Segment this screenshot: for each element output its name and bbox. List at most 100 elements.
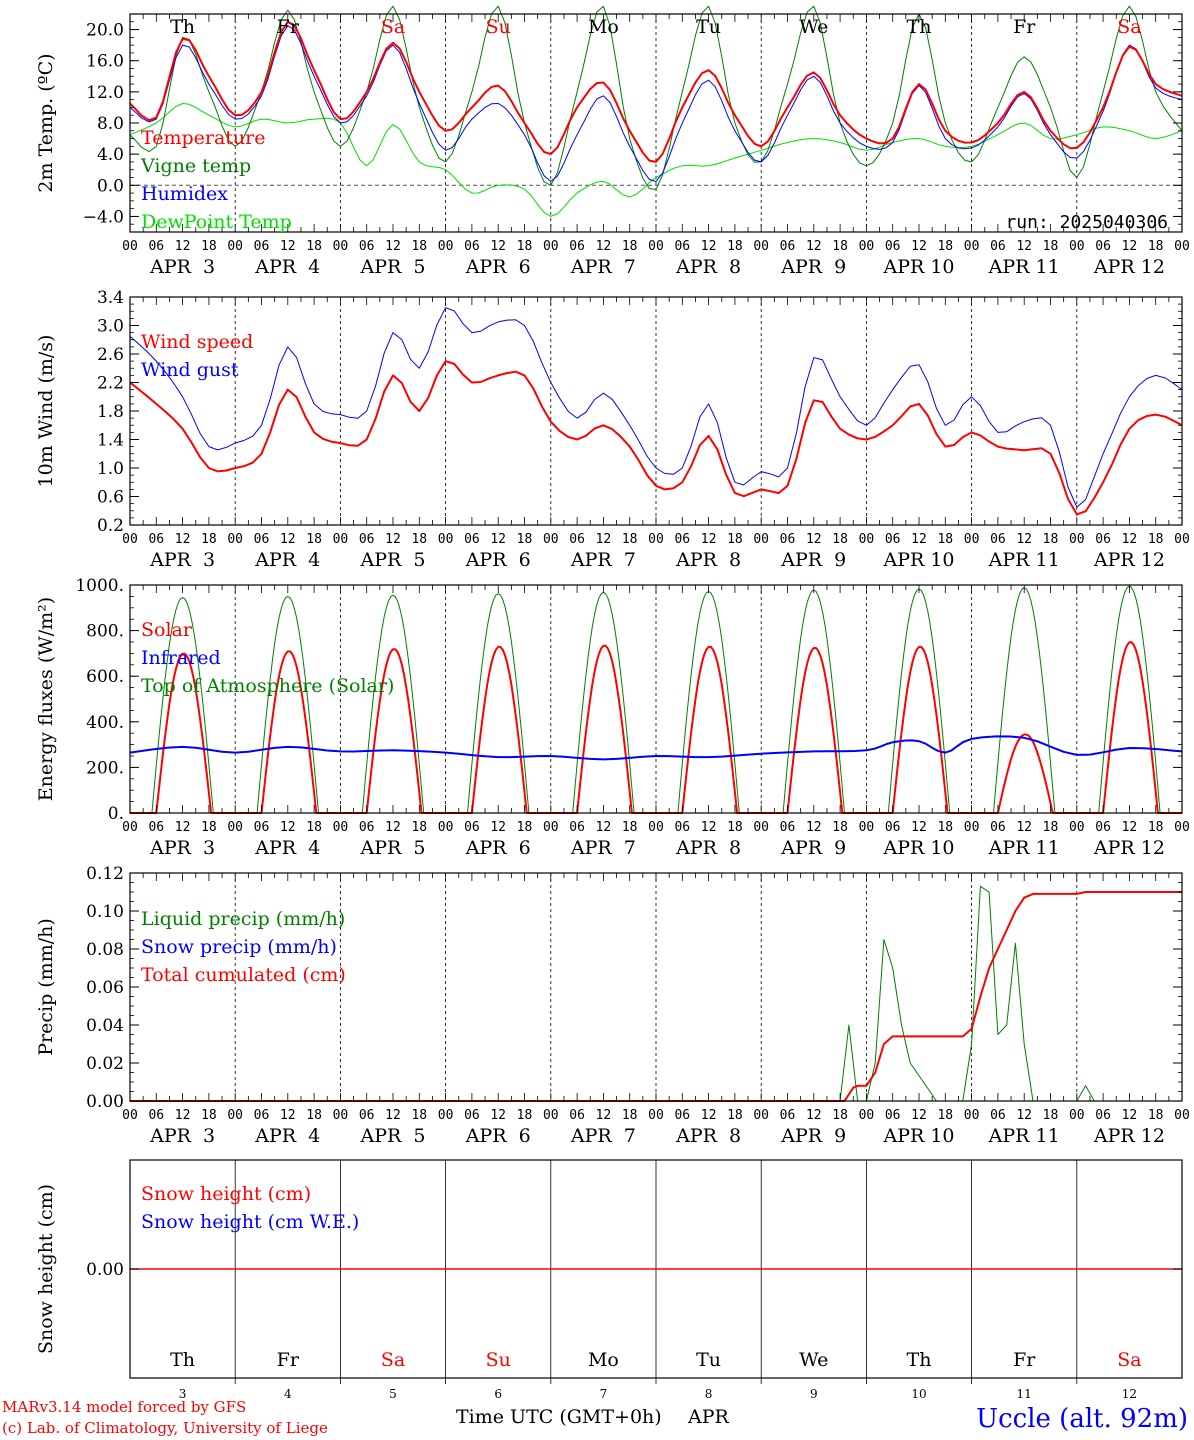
hour-tick-label: 06 bbox=[569, 239, 585, 254]
weekday-label: Su bbox=[486, 16, 511, 38]
hour-tick-label: 00 bbox=[227, 820, 243, 835]
hour-tick-label: 00 bbox=[648, 532, 664, 547]
hour-tick-label: 00 bbox=[227, 1108, 243, 1123]
hour-tick-label: 00 bbox=[859, 1108, 875, 1123]
date-label: APR 4 bbox=[254, 549, 320, 571]
hour-tick-label: 18 bbox=[411, 1108, 427, 1123]
hour-tick-label: 00 bbox=[859, 532, 875, 547]
hour-tick-label: 18 bbox=[937, 239, 953, 254]
y-tick-label: 0.00 bbox=[86, 1260, 124, 1280]
y-tick-label: 400. bbox=[86, 713, 124, 733]
date-label: APR 11 bbox=[988, 256, 1060, 278]
legend-entry: Humidex bbox=[141, 183, 228, 205]
hour-tick-label: 18 bbox=[1043, 1108, 1059, 1123]
hour-tick-label: 00 bbox=[438, 239, 454, 254]
legend-entry: Liquid precip (mm/h) bbox=[141, 908, 345, 930]
hour-tick-label: 18 bbox=[622, 532, 638, 547]
y-tick-label: 0.00 bbox=[86, 1092, 124, 1112]
weekday-label: Su bbox=[486, 1349, 511, 1371]
hour-tick-label: 12 bbox=[1122, 1108, 1138, 1123]
y-tick-label: 0.08 bbox=[86, 940, 124, 960]
legend-entry: Solar bbox=[141, 619, 193, 641]
hour-tick-label: 06 bbox=[148, 239, 164, 254]
day-number-label: 7 bbox=[600, 1387, 608, 1401]
legend-entry: Wind speed bbox=[141, 331, 253, 353]
hour-tick-label: 12 bbox=[911, 1108, 927, 1123]
date-label: APR 11 bbox=[988, 1125, 1060, 1147]
hour-tick-label: 12 bbox=[490, 532, 506, 547]
hour-tick-label: 06 bbox=[569, 532, 585, 547]
hour-tick-label: 12 bbox=[701, 239, 717, 254]
y-tick-label: 1.8 bbox=[97, 402, 124, 422]
hour-tick-label: 12 bbox=[806, 532, 822, 547]
weekday-label: Fr bbox=[277, 16, 300, 38]
date-label: APR 5 bbox=[360, 1125, 426, 1147]
date-label: APR 8 bbox=[675, 256, 741, 278]
hour-tick-label: 18 bbox=[1043, 239, 1059, 254]
hour-tick-label: 18 bbox=[622, 239, 638, 254]
hour-tick-label: 12 bbox=[596, 820, 612, 835]
weekday-label: Th bbox=[907, 16, 932, 38]
hour-tick-label: 18 bbox=[727, 239, 743, 254]
date-label: APR 12 bbox=[1093, 837, 1165, 859]
day-number-label: 6 bbox=[494, 1387, 502, 1401]
hour-tick-label: 18 bbox=[622, 820, 638, 835]
y-tick-label: 2.2 bbox=[97, 374, 124, 394]
hour-tick-label: 00 bbox=[1069, 820, 1085, 835]
weekday-label: We bbox=[799, 1349, 828, 1371]
hour-tick-label: 06 bbox=[990, 239, 1006, 254]
hour-tick-label: 00 bbox=[333, 239, 349, 254]
date-label: APR 10 bbox=[882, 256, 954, 278]
hour-tick-label: 00 bbox=[333, 1108, 349, 1123]
hour-tick-label: 18 bbox=[937, 1108, 953, 1123]
hour-tick-label: 12 bbox=[175, 820, 191, 835]
hour-tick-label: 18 bbox=[727, 532, 743, 547]
legend-entry: Temperature bbox=[141, 127, 265, 149]
hour-tick-label: 06 bbox=[254, 820, 270, 835]
weekday-label: Mo bbox=[588, 1349, 619, 1371]
day-number-label: 11 bbox=[1017, 1387, 1032, 1401]
y-tick-label: 4.0 bbox=[97, 145, 124, 165]
legend-entry: Total cumulated (cm) bbox=[141, 964, 346, 986]
hour-tick-label: 06 bbox=[569, 1108, 585, 1123]
station-name: Uccle (alt. 92m) bbox=[976, 1404, 1188, 1434]
day-number-label: 3 bbox=[179, 1387, 187, 1401]
hour-tick-label: 00 bbox=[543, 239, 559, 254]
y-tick-label: 600. bbox=[86, 667, 124, 687]
day-number-label: 9 bbox=[810, 1387, 818, 1401]
date-label: APR 12 bbox=[1093, 549, 1165, 571]
legend-entry: DewPoint Temp bbox=[141, 211, 292, 233]
hour-tick-label: 12 bbox=[596, 532, 612, 547]
day-number-label: 8 bbox=[705, 1387, 713, 1401]
hour-tick-label: 06 bbox=[990, 532, 1006, 547]
hour-tick-label: 00 bbox=[753, 820, 769, 835]
series-line bbox=[129, 25, 1183, 182]
hour-tick-label: 00 bbox=[438, 820, 454, 835]
solar-line bbox=[130, 641, 1182, 814]
series-line bbox=[129, 20, 1183, 163]
hour-tick-label: 06 bbox=[780, 239, 796, 254]
legend-entry: Wind gust bbox=[141, 359, 239, 381]
hour-tick-label: 06 bbox=[148, 820, 164, 835]
y-tick-label: 0.04 bbox=[86, 1016, 124, 1036]
hour-tick-label: 06 bbox=[674, 820, 690, 835]
y-axis-label: 2m Temp. (ºC) bbox=[35, 53, 57, 192]
hour-tick-label: 00 bbox=[964, 820, 980, 835]
hour-tick-label: 06 bbox=[464, 1108, 480, 1123]
date-label: APR 6 bbox=[465, 837, 531, 859]
date-label: APR 9 bbox=[780, 1125, 846, 1147]
hour-tick-label: 00 bbox=[122, 1108, 138, 1123]
hour-tick-label: 06 bbox=[990, 820, 1006, 835]
hour-tick-label: 06 bbox=[674, 532, 690, 547]
hour-tick-label: 18 bbox=[1043, 820, 1059, 835]
date-label: APR 5 bbox=[360, 837, 426, 859]
series-line bbox=[129, 360, 1183, 516]
hour-tick-label: 12 bbox=[385, 532, 401, 547]
date-label: APR 12 bbox=[1093, 256, 1165, 278]
hour-tick-label: 06 bbox=[885, 1108, 901, 1123]
date-label: APR 11 bbox=[988, 549, 1060, 571]
hour-tick-label: 12 bbox=[490, 239, 506, 254]
hour-tick-label: 00 bbox=[1174, 820, 1190, 835]
hour-tick-label: 18 bbox=[937, 820, 953, 835]
y-tick-label: 1000. bbox=[75, 576, 124, 596]
